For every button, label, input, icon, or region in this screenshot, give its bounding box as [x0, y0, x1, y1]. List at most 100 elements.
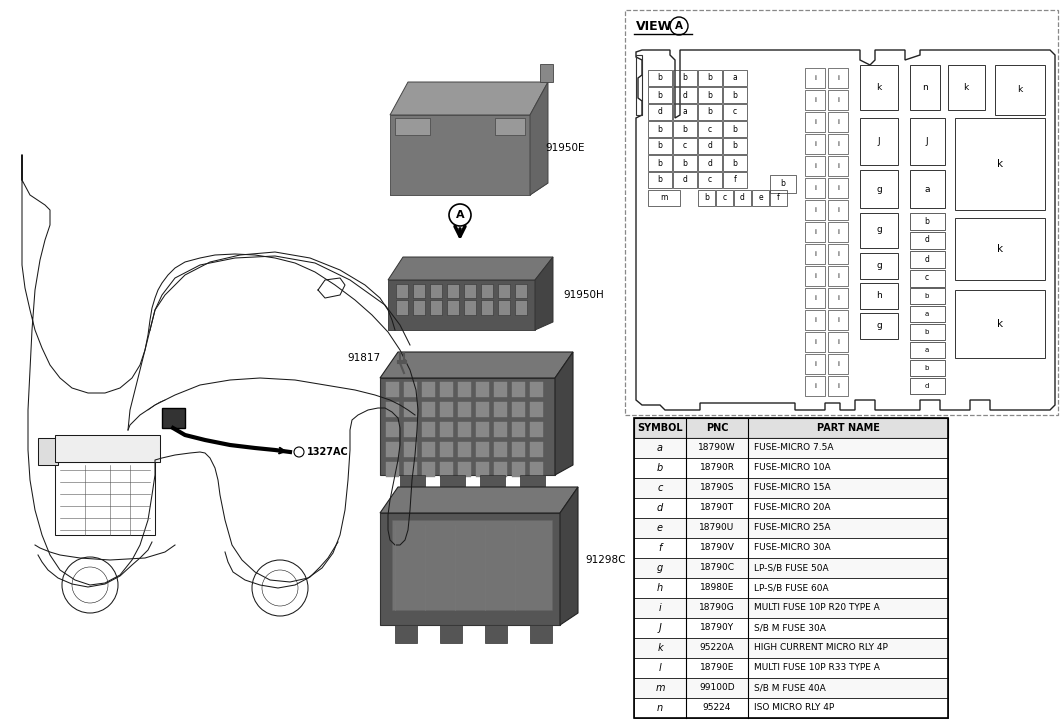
Polygon shape	[162, 408, 185, 428]
Text: b: b	[658, 142, 662, 150]
Polygon shape	[422, 382, 435, 397]
Text: FUSE-MICRO 7.5A: FUSE-MICRO 7.5A	[754, 443, 833, 452]
Text: f: f	[777, 193, 780, 203]
Text: b: b	[925, 293, 929, 299]
Text: SYMBOL: SYMBOL	[637, 423, 682, 433]
Text: a: a	[657, 443, 663, 453]
Text: 91950E: 91950E	[545, 143, 585, 153]
Text: 99100D: 99100D	[699, 683, 735, 693]
Text: b: b	[657, 463, 663, 473]
Text: i: i	[814, 119, 816, 125]
Text: PART NAME: PART NAME	[816, 423, 879, 433]
Text: a: a	[682, 108, 688, 116]
Polygon shape	[400, 475, 425, 487]
Text: c: c	[925, 273, 929, 283]
Text: 1327AC: 1327AC	[307, 447, 349, 457]
Text: c: c	[708, 124, 712, 134]
Text: 18790S: 18790S	[699, 483, 735, 492]
Text: i: i	[837, 251, 839, 257]
Text: A: A	[675, 21, 684, 31]
Polygon shape	[440, 442, 453, 457]
Text: h: h	[657, 583, 663, 593]
Text: i: i	[837, 97, 839, 103]
Text: i: i	[837, 163, 839, 169]
Polygon shape	[480, 475, 505, 487]
Polygon shape	[431, 300, 442, 315]
Polygon shape	[634, 478, 948, 498]
Text: a: a	[732, 73, 738, 82]
Text: i: i	[814, 383, 816, 389]
Text: k: k	[963, 82, 968, 92]
Text: a: a	[925, 311, 929, 317]
Circle shape	[670, 17, 688, 35]
Text: 95224: 95224	[703, 704, 731, 712]
Text: d: d	[658, 108, 662, 116]
Text: LP-S/B FUSE 60A: LP-S/B FUSE 60A	[754, 584, 829, 593]
Text: i: i	[837, 317, 839, 323]
Polygon shape	[379, 487, 578, 513]
Polygon shape	[634, 558, 948, 578]
Text: i: i	[837, 383, 839, 389]
Polygon shape	[514, 284, 527, 298]
Text: d: d	[925, 254, 929, 263]
Text: b: b	[708, 73, 712, 82]
Polygon shape	[476, 382, 489, 397]
Text: k: k	[997, 319, 1003, 329]
Polygon shape	[476, 442, 489, 457]
Text: d: d	[740, 193, 745, 203]
Text: f: f	[733, 175, 737, 185]
Polygon shape	[395, 118, 431, 135]
Text: MULTI FUSE 10P R20 TYPE A: MULTI FUSE 10P R20 TYPE A	[754, 603, 880, 613]
Text: k: k	[997, 159, 1003, 169]
Text: b: b	[708, 108, 712, 116]
Polygon shape	[458, 462, 471, 477]
Polygon shape	[440, 475, 465, 487]
Text: b: b	[682, 73, 688, 82]
Text: c: c	[682, 142, 687, 150]
Polygon shape	[512, 402, 525, 417]
Polygon shape	[379, 378, 555, 475]
Text: i: i	[814, 317, 816, 323]
Text: b: b	[658, 158, 662, 167]
Text: 18790W: 18790W	[698, 443, 736, 452]
Polygon shape	[448, 300, 459, 315]
Text: i: i	[814, 75, 816, 81]
Text: 18980E: 18980E	[699, 584, 735, 593]
Text: i: i	[814, 185, 816, 191]
Polygon shape	[634, 518, 948, 538]
Text: i: i	[814, 141, 816, 147]
Text: i: i	[659, 603, 661, 613]
Text: b: b	[732, 142, 738, 150]
Polygon shape	[512, 442, 525, 457]
Polygon shape	[458, 442, 471, 457]
Polygon shape	[530, 625, 552, 643]
Text: J: J	[659, 623, 661, 633]
Text: g: g	[876, 225, 882, 235]
Text: b: b	[925, 329, 929, 335]
Text: A: A	[456, 210, 465, 220]
Text: c: c	[732, 108, 737, 116]
Text: b: b	[658, 73, 662, 82]
Polygon shape	[404, 382, 417, 397]
Text: k: k	[657, 643, 663, 653]
Polygon shape	[422, 402, 435, 417]
Text: d: d	[682, 90, 688, 100]
Polygon shape	[494, 462, 507, 477]
Polygon shape	[495, 118, 525, 135]
Text: g: g	[876, 185, 882, 193]
Polygon shape	[480, 284, 493, 298]
Polygon shape	[497, 284, 510, 298]
Text: PNC: PNC	[706, 423, 728, 433]
Text: k: k	[876, 82, 881, 92]
Text: i: i	[837, 75, 839, 81]
Polygon shape	[422, 442, 435, 457]
Text: n: n	[922, 82, 928, 92]
Polygon shape	[440, 402, 453, 417]
Polygon shape	[634, 638, 948, 658]
Polygon shape	[440, 422, 453, 437]
Polygon shape	[634, 698, 948, 718]
Polygon shape	[494, 402, 507, 417]
Text: ISO MICRO RLY 4P: ISO MICRO RLY 4P	[754, 704, 834, 712]
Text: d: d	[925, 236, 929, 244]
Polygon shape	[512, 422, 525, 437]
